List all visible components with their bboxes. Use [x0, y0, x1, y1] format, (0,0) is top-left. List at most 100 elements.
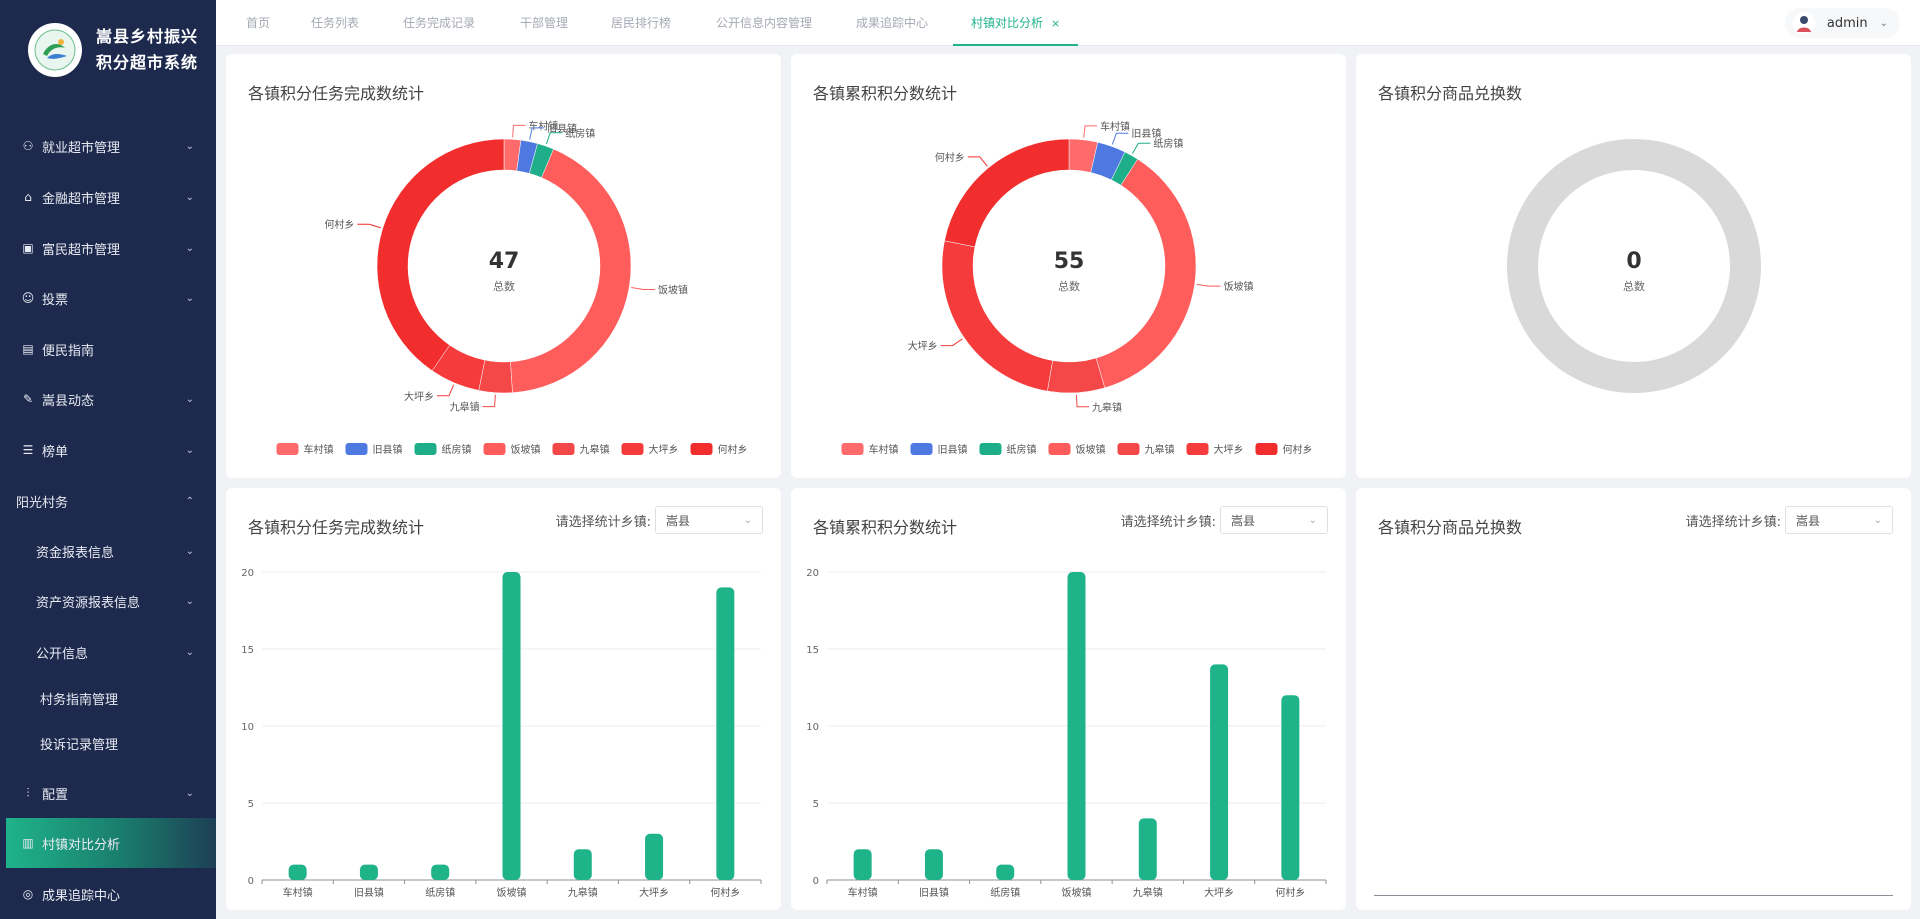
bar [1067, 572, 1086, 880]
donut-total-label: 总数 [1623, 279, 1645, 293]
logo-area: 嵩县乡村振兴 积分超市系统 [0, 0, 216, 100]
card-title: 各镇积分任务完成数统计 [248, 518, 425, 537]
list-icon: ☰ [22, 443, 34, 457]
sidebar-item-fund-report[interactable]: 资金报表信息 ⌄ [0, 526, 216, 576]
label-leader-line [940, 338, 963, 347]
user-name: admin [1826, 15, 1868, 31]
donut-total-label: 总数 [493, 279, 515, 293]
legend-label: 纸房镇 [442, 443, 472, 456]
legend-label: 旧县镇 [373, 443, 403, 456]
x-tick-label: 大坪乡 [639, 886, 669, 899]
card-title: 各镇积分商品兑换数 [1378, 84, 1523, 103]
user-menu[interactable]: admin ⌄ [1784, 8, 1900, 38]
sidebar-item-village-affairs[interactable]: 阳光村务 ⌃ [0, 476, 216, 526]
bar-chart-icon: ▥ [22, 836, 34, 850]
label-leader-line [1131, 142, 1151, 154]
sidebar-item-affairs-guide[interactable]: 村务指南管理 [0, 673, 216, 723]
town-select-value: 嵩县 [1796, 513, 1821, 528]
sidebar-item-public-info[interactable]: 公开信息 ⌄ [0, 627, 216, 677]
town-select-value: 嵩县 [1231, 513, 1256, 528]
slice-label: 纸房镇 [565, 127, 595, 140]
tab-cadre[interactable]: 干部管理 [520, 16, 569, 30]
tab-home[interactable]: 首页 [246, 16, 271, 30]
sidebar-item-config[interactable]: ⫶ 配置 ⌄ [0, 768, 216, 818]
legend-swatch [276, 443, 299, 455]
sidebar-item-label: 成果追踪中心 [42, 888, 121, 904]
chevron-down-icon: ⌄ [185, 444, 194, 456]
pen-icon: ✎ [22, 392, 34, 406]
legend-label: 饭坡镇 [511, 443, 541, 456]
bar-chart-task: 0 5 10 15 20 车村镇 旧县镇 纸房镇 饭坡镇 九皋镇 大坪乡 何村乡 [241, 568, 762, 899]
card-bar-task: 各镇积分任务完成数统计 请选择统计乡镇: 嵩县 ⌄ 0 5 10 15 20 车村镇 旧县镇… [226, 488, 781, 910]
y-tick-label: 15 [241, 645, 254, 656]
y-tick-label: 10 [241, 722, 254, 733]
legend-label: 车村镇 [869, 443, 899, 456]
sidebar-item-comparison[interactable]: ▥ 村镇对比分析 [6, 818, 216, 868]
tab-task-records[interactable]: 任务完成记录 [403, 16, 476, 30]
sidebar-item-label: 配置 [42, 787, 69, 803]
label-leader-line [436, 384, 455, 397]
legend-label: 大坪乡 [1214, 443, 1244, 456]
tab-comparison[interactable]: 村镇对比分析 × [953, 0, 1079, 46]
tab-public-info-content[interactable]: 公开信息内容管理 [716, 16, 813, 30]
org-chart-icon: ⚇ [22, 139, 34, 153]
sidebar-item-tracking[interactable]: ◎ 成果追踪中心 [0, 869, 216, 919]
target-icon: ◎ [22, 887, 34, 901]
sidebar-item-ranking[interactable]: ☰ 榜单 ⌄ [0, 425, 216, 475]
y-tick-label: 5 [248, 799, 254, 810]
slice-label: 何村乡 [324, 218, 354, 231]
x-tick-label: 九皋镇 [1133, 886, 1163, 899]
sidebar-item-complaints[interactable]: 投诉记录管理 [0, 718, 216, 768]
chevron-down-icon: ⌄ [743, 514, 752, 526]
legend-label: 纸房镇 [1007, 443, 1037, 456]
town-filter: 请选择统计乡镇: 嵩县 ⌄ [1686, 506, 1893, 534]
card-title: 各镇累积积分数统计 [813, 84, 958, 103]
sidebar-item-prosperity[interactable]: ▣ 富民超市管理 ⌄ [0, 223, 216, 273]
close-icon[interactable]: × [1051, 17, 1061, 30]
people-icon: ☺ [21, 291, 35, 305]
slice-label: 纸房镇 [1153, 137, 1183, 150]
legend-swatch [979, 443, 1002, 455]
card-pie-points: 各镇累积积分数统计 车村镇 旧县镇 纸房镇 饭坡镇 九皋镇 大坪乡 何村乡 车村镇 旧县镇 纸房镇… [791, 54, 1346, 478]
sidebar-item-guide[interactable]: ▤ 便民指南 [0, 324, 216, 374]
chevron-down-icon: ⌄ [1873, 514, 1882, 526]
legend-swatch [841, 443, 864, 455]
legend-swatch [552, 443, 575, 455]
sidebar-item-asset-report[interactable]: 资产资源报表信息 ⌄ [0, 576, 216, 626]
sidebar-item-label: 便民指南 [42, 343, 95, 359]
town-select[interactable]: 嵩县 ⌄ [1220, 506, 1328, 534]
legend-swatch [910, 443, 933, 455]
x-tick-label: 旧县镇 [919, 886, 949, 899]
sidebar-item-label: 金融超市管理 [42, 191, 121, 207]
slice-label: 大坪乡 [908, 340, 938, 353]
town-filter: 请选择统计乡镇: 嵩县 ⌄ [1121, 506, 1328, 534]
town-select-value: 嵩县 [666, 513, 691, 528]
town-select[interactable]: 嵩县 ⌄ [1785, 506, 1893, 534]
sidebar-item-finance[interactable]: ⌂ 金融超市管理 ⌄ [0, 172, 216, 222]
label-leader-line [1111, 132, 1129, 145]
legend-swatch [1048, 443, 1071, 455]
empty-chart-axis [1374, 895, 1893, 896]
tab-task-list[interactable]: 任务列表 [311, 16, 360, 30]
donut-total-value: 0 [1626, 249, 1641, 274]
town-select[interactable]: 嵩县 ⌄ [655, 506, 763, 534]
tab-comparison-label: 村镇对比分析 [971, 16, 1044, 30]
sidebar-item-vote[interactable]: ☺ 投票 ⌄ [0, 273, 216, 323]
sidebar-item-employment[interactable]: ⚇ 就业超市管理 ⌄ [0, 121, 216, 171]
sidebar-item-news[interactable]: ✎ 嵩县动态 ⌄ [0, 374, 216, 424]
tab-resident-ranking[interactable]: 居民排行榜 [611, 16, 672, 30]
chevron-down-icon: ⌄ [1308, 514, 1317, 526]
slice-label: 饭坡镇 [1224, 280, 1254, 293]
legend-label: 饭坡镇 [1076, 443, 1106, 456]
label-leader-line [512, 124, 526, 138]
x-tick-label: 车村镇 [283, 886, 313, 899]
donut-slice [1095, 158, 1197, 389]
card-pie-exchange: 各镇积分商品兑换数 0 总数 [1356, 54, 1911, 478]
label-leader-line [1083, 125, 1098, 138]
donut-slice [376, 138, 505, 372]
donut-chart-points: 车村镇旧县镇纸房镇饭坡镇九皋镇大坪乡何村乡车村镇 旧县镇 纸房镇 饭坡镇 九皋镇 大坪乡何… [841, 120, 1313, 456]
legend-swatch [1117, 443, 1140, 455]
donut-slice [944, 138, 1070, 248]
legend-label: 大坪乡 [649, 443, 679, 456]
tab-result-tracking[interactable]: 成果追踪中心 [856, 16, 929, 30]
